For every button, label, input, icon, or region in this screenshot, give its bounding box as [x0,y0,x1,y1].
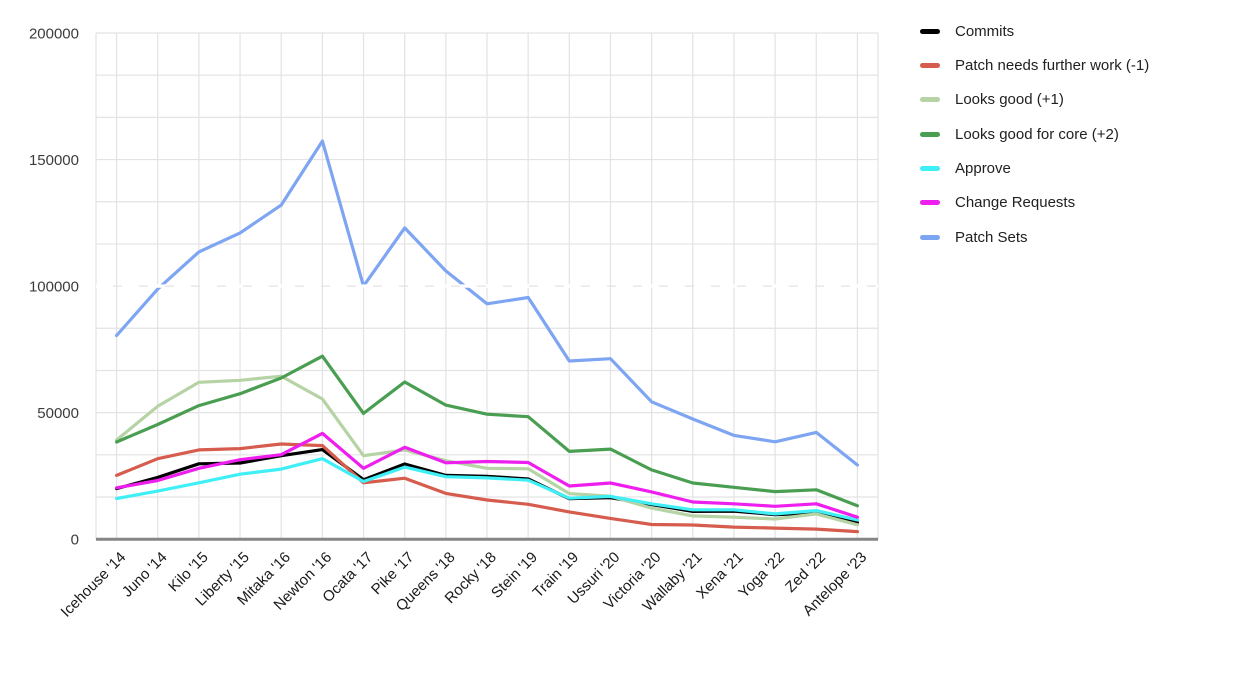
legend-swatch-commits [920,28,940,34]
y-axis-label: 0 [71,532,79,549]
series-line-change-requests [114,431,860,519]
y-axis-label: 100000 [29,279,79,296]
y-axis-label: 50000 [37,405,79,422]
legend-item-approve: Approve [920,159,1149,179]
chart-legend: Commits Patch needs further work (-1) Look… [920,21,1149,262]
legend-label: Patch needs further work (-1) [955,56,1150,74]
legend-label: Patch Sets [955,228,1028,246]
y-axis-label: 200000 [29,26,79,43]
legend-swatch-looks-good-for-core-2 [920,131,940,137]
y-axis-label: 150000 [29,152,79,169]
legend-label: Approve [955,160,1011,178]
x-axis-label-juno-14: Juno '14 [119,549,171,601]
legend-swatch-patch-needs-further-work-1 [920,62,940,68]
legend-label: Change Requests [955,194,1076,212]
legend-label: Looks good for core (+2) [955,125,1119,143]
legend-item-commits: Commits [920,21,1149,41]
x-axis-label-yoga-22: Yoga '22 [735,549,788,602]
legend-item-patch-needs-further-work-1: Patch needs further work (-1) [920,55,1149,75]
legend-swatch-patch-sets [920,234,940,240]
legend-swatch-change-requests [920,200,940,206]
legend-item-change-requests: Change Requests [920,193,1149,213]
series-line-patch-needs-further-work-1 [114,442,860,534]
legend-item-patch-sets: Patch Sets [920,227,1149,247]
legend-label: Commits [955,22,1015,40]
series-line-looks-good-for-core-2 [114,354,860,508]
legend-swatch-approve [920,166,940,172]
legend-item-looks-good-1: Looks good (+1) [920,90,1149,110]
legend-label: Looks good (+1) [955,91,1064,109]
legend-item-looks-good-for-core-2: Looks good for core (+2) [920,124,1149,144]
legend-swatch-looks-good-1 [920,97,940,103]
series-line-approve [114,457,860,522]
x-axis-label-icehouse-14: Icehouse '14 [58,549,130,621]
series-line-looks-good-1 [114,374,860,527]
series-line-patch-sets [114,139,860,467]
